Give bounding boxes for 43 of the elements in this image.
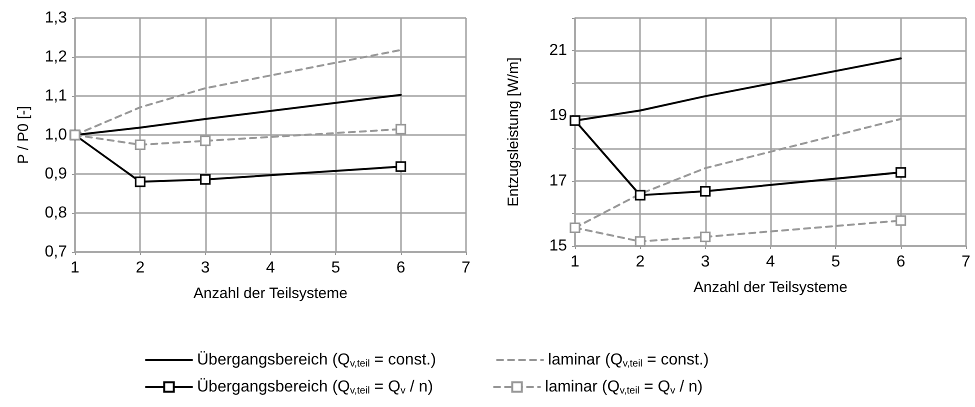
y-axis-title: Entzugsleistung [W/m] <box>505 57 522 207</box>
y-axis-title: P / P0 [-] <box>15 106 32 164</box>
x-tick-label: 7 <box>462 260 471 276</box>
x-tick-label: 5 <box>831 254 840 270</box>
x-tick-label: 2 <box>636 254 645 270</box>
x-tick-label: 7 <box>962 254 971 270</box>
point <box>896 167 906 178</box>
x-tick-label: 6 <box>396 260 406 276</box>
y-tick-label: 0,8 <box>44 204 68 222</box>
x-tick-label: 3 <box>700 254 710 270</box>
x-tick-label: 3 <box>200 260 210 276</box>
y-tick-label: 21 <box>549 42 568 60</box>
x-tick-label: 6 <box>896 254 906 270</box>
x-tick-label: 1 <box>570 254 580 270</box>
point <box>570 115 580 126</box>
x-tick-label: 5 <box>331 260 340 276</box>
point <box>200 136 211 146</box>
point <box>700 186 711 197</box>
point <box>396 161 406 172</box>
point <box>896 215 906 226</box>
y-tick-label: 0,7 <box>44 244 68 260</box>
y-tick-label: 15 <box>549 238 568 254</box>
x-tick-label: 4 <box>766 254 776 270</box>
y-tick-label: 17 <box>549 172 568 190</box>
x-tick-label: 2 <box>136 260 145 276</box>
point <box>570 222 580 234</box>
y-tick-label: 1,2 <box>44 48 68 66</box>
point <box>634 190 646 200</box>
y-tick-label: 1,1 <box>44 88 68 104</box>
y-tick-label: 1,0 <box>44 126 68 144</box>
x-axis-title: Anzahl der Teilsysteme <box>194 285 348 302</box>
x-tick-label: 4 <box>266 260 276 276</box>
point <box>134 139 146 150</box>
point <box>200 174 211 185</box>
point <box>396 124 406 134</box>
y-tick-label: 1,3 <box>44 10 68 26</box>
point <box>700 232 711 242</box>
point <box>134 176 146 188</box>
x-tick-label: 1 <box>70 260 80 276</box>
x-axis-title: Anzahl der Teilsysteme <box>694 279 848 296</box>
y-tick-label: 19 <box>549 107 568 124</box>
y-tick-label: 0,9 <box>44 166 68 182</box>
point <box>634 236 646 247</box>
